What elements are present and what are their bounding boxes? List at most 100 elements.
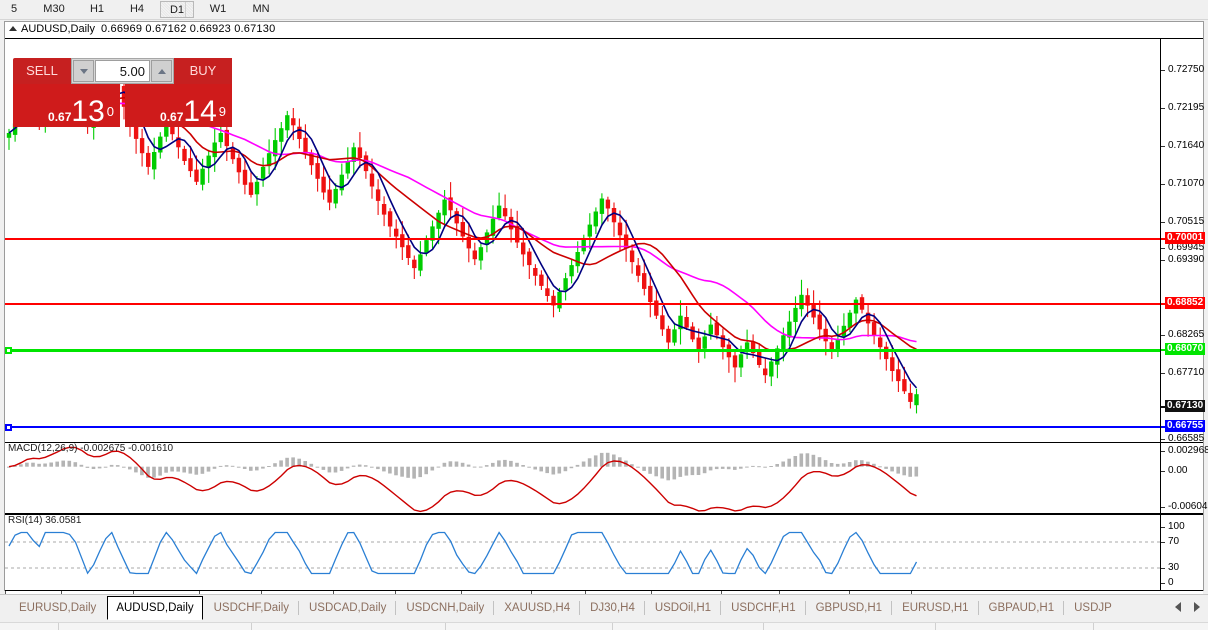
level-handle-support-blue[interactable]: [5, 424, 12, 431]
price-badge-tick: [1161, 303, 1165, 305]
price-tick: [1161, 260, 1165, 261]
price-badge-tick: [1161, 406, 1165, 408]
macd-tick: [1161, 451, 1165, 452]
volume-decrement-button[interactable]: [73, 60, 94, 82]
tab-underline-tick: [763, 623, 765, 630]
level-line-resistance-1[interactable]: [5, 238, 1160, 240]
price-badge-0-68070[interactable]: 0.68070: [1165, 343, 1206, 355]
timeframe-button-d1[interactable]: D1: [160, 1, 194, 18]
buy-button[interactable]: BUY: [174, 58, 232, 84]
level-line-support-blue[interactable]: [5, 426, 1160, 428]
tab-underline-tick: [1093, 623, 1094, 630]
sell-price-prefix: 0.67: [48, 110, 72, 124]
tab-scroll-left-icon[interactable]: [1175, 602, 1181, 612]
chart-tab-xauusd-h4[interactable]: XAUUSD,H4: [504, 602, 571, 614]
date-tick: [911, 591, 912, 595]
timeframe-button-h1[interactable]: H1: [89, 3, 105, 15]
tab-separator: [720, 601, 722, 615]
date-tick: [261, 591, 262, 595]
timeframe-button-m30[interactable]: M30: [43, 3, 65, 15]
volume-field-wrapper[interactable]: 5.00: [71, 58, 174, 84]
price-tick-label: 0.72195: [1168, 102, 1205, 113]
price-badge-0-68852[interactable]: 0.68852: [1165, 297, 1206, 309]
octp-controls-row: SELL 5.00 BUY: [13, 58, 232, 84]
price-tick: [1161, 70, 1165, 71]
chart-tab-usdcnh-daily[interactable]: USDCNH,Daily: [406, 602, 485, 614]
chart-tab-usdchf-daily[interactable]: USDCHF,Daily: [213, 602, 290, 614]
macd-tick-label: -0.006047: [1168, 501, 1208, 512]
date-tick: [5, 591, 6, 595]
price-badge-tick: [1161, 349, 1165, 351]
one-click-trading-panel[interactable]: SELL 5.00 BUY 0.6713 0 0.6714 9: [13, 58, 232, 127]
price-tick-label: 0.69390: [1168, 254, 1205, 265]
macd-tick-label: 0.002968: [1168, 445, 1208, 456]
date-tick: [779, 591, 780, 595]
rsi-scale: 100 70 30 0: [1160, 515, 1203, 590]
tab-separator: [891, 601, 893, 615]
timeframe-button-w1[interactable]: W1: [209, 3, 227, 15]
chart-tab-gbpusd-h1[interactable]: GBPUSD,H1: [815, 602, 883, 614]
sell-price-fraction: 0: [106, 104, 114, 120]
timeframe-button-h4[interactable]: H4: [129, 3, 145, 15]
macd-panel[interactable]: MACD(12,26,9) -0.002675 -0.001610 0.0029…: [5, 442, 1208, 514]
chart-tab-usdcad-daily[interactable]: USDCAD,Daily: [309, 602, 387, 614]
macd-label: MACD(12,26,9) -0.002675 -0.001610: [8, 443, 174, 454]
tab-underline-tick: [612, 623, 614, 630]
toolbar-separator: [185, 2, 186, 17]
date-tick: [395, 591, 396, 595]
date-tick: [721, 591, 722, 595]
price-tick-label: 0.66585: [1168, 433, 1205, 444]
rsi-tick: [1161, 583, 1165, 584]
price-tick-label: 0.69945: [1168, 242, 1205, 253]
date-tick: [651, 591, 652, 595]
price-badge-0-66755[interactable]: 0.66755: [1165, 420, 1206, 432]
date-tick: [333, 591, 334, 595]
buy-price-fraction: 9: [218, 104, 226, 120]
price-badge-0-70001[interactable]: 0.70001: [1165, 232, 1206, 244]
chart-tab-usdchf-h1[interactable]: USDCHF,H1: [731, 602, 796, 614]
rsi-tick: [1161, 527, 1165, 528]
date-tick: [849, 591, 850, 595]
chevron-up-icon: [157, 68, 166, 74]
chart-tab-eurusd-daily[interactable]: EURUSD,Daily: [18, 602, 97, 614]
timeframe-toolbar: 5 M30 H1 H4 D1 W1 MN: [0, 0, 1208, 20]
chevron-down-icon: [79, 68, 88, 74]
macd-plot-area[interactable]: MACD(12,26,9) -0.002675 -0.001610: [5, 443, 1160, 513]
level-handle-support-green[interactable]: [5, 347, 12, 354]
chart-tab-eurusd-h1[interactable]: EURUSD,H1: [902, 602, 969, 614]
chart-tab-gbpaud-h1[interactable]: GBPAUD,H1: [988, 602, 1055, 614]
chart-tab-usdoil-h1[interactable]: USDOil,H1: [654, 602, 712, 614]
tab-scroll-right-icon[interactable]: [1194, 602, 1200, 612]
rsi-label: RSI(14) 36.0581: [8, 515, 82, 526]
buy-price-prefix: 0.67: [160, 110, 184, 124]
collapse-triangle-icon[interactable]: [9, 25, 17, 31]
chart-tab-usdjp[interactable]: USDJP: [1074, 602, 1112, 614]
price-badge-0-67130[interactable]: 0.67130: [1165, 400, 1206, 412]
price-tick: [1161, 184, 1165, 185]
chart-window[interactable]: AUDUSD,Daily 0.66969 0.67162 0.66923 0.67…: [4, 21, 1208, 608]
sell-price-button[interactable]: 0.6713 0: [13, 84, 120, 127]
macd-chart: [7, 446, 919, 513]
chart-tab-bar[interactable]: EURUSD,Daily AUDUSD,Daily USDCHF,Daily USDC…: [0, 594, 1208, 630]
price-scale[interactable]: 0.72750 0.72195 0.71640 0.71070 0.70515 0.699…: [1160, 39, 1206, 444]
timeframe-button-5[interactable]: 5: [10, 3, 18, 15]
volume-increment-button[interactable]: [151, 60, 172, 82]
rsi-tick-label: 30: [1168, 562, 1180, 573]
macd-tick: [1161, 507, 1165, 508]
price-tick: [1161, 248, 1165, 249]
macd-tick-label: 0.00: [1168, 465, 1188, 476]
timeframe-button-mn[interactable]: MN: [252, 3, 270, 15]
price-tick-label: 0.71640: [1168, 140, 1205, 151]
level-line-resistance-2[interactable]: [5, 303, 1160, 305]
level-line-support-green[interactable]: [5, 349, 1160, 352]
sell-button[interactable]: SELL: [13, 58, 71, 84]
rsi-plot-area[interactable]: RSI(14) 36.0581: [5, 515, 1160, 590]
volume-input[interactable]: 5.00: [95, 60, 150, 82]
octp-price-row: 0.6713 0 0.6714 9: [13, 84, 232, 127]
price-tick-label: 0.70515: [1168, 216, 1205, 227]
chart-tab-dj30-h4[interactable]: DJ30,H4: [590, 602, 635, 614]
buy-price-button[interactable]: 0.6714 9: [125, 84, 232, 127]
chart-tab-audusd-daily[interactable]: AUDUSD,Daily: [107, 596, 203, 620]
rsi-panel[interactable]: RSI(14) 36.0581 100 70 30 0: [5, 514, 1203, 590]
